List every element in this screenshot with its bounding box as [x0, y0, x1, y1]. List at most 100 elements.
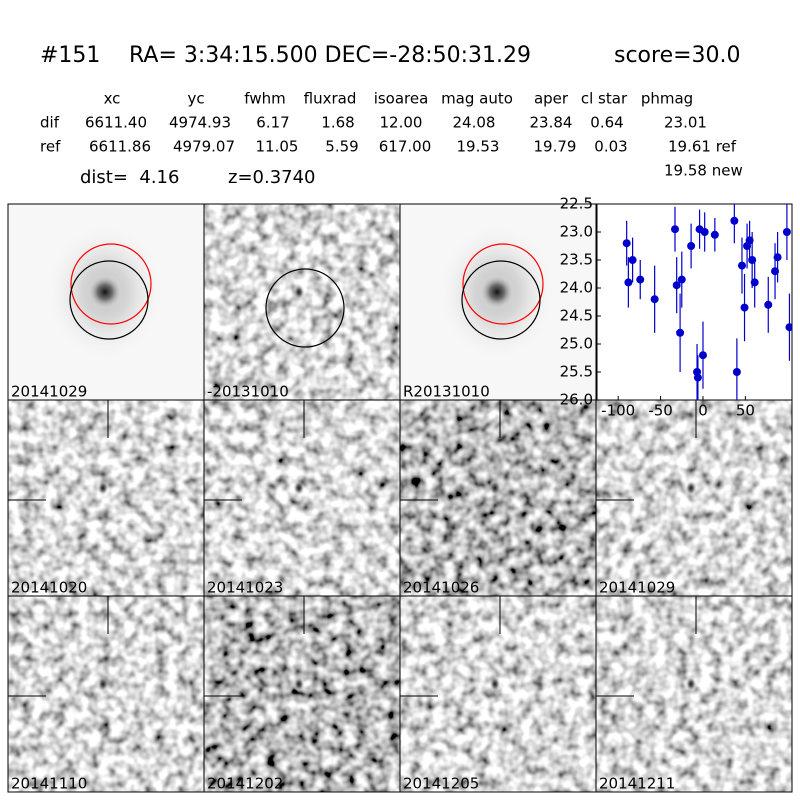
coordinates: RA= 3:34:15.500 DEC=-28:50:31.29 [129, 43, 531, 68]
candidate-id: #151 [40, 43, 100, 68]
data-point [732, 368, 741, 376]
stamp-label: 20141023 [207, 579, 283, 597]
column-header: fluxrad [304, 90, 357, 108]
stamp: R20131010 [399, 203, 597, 401]
stamp-label: 20141205 [403, 775, 479, 793]
table-note: 19.58 new [664, 162, 743, 180]
stamp-label: 20141029 [599, 579, 675, 597]
stamp-label: 20141211 [599, 775, 675, 793]
y-tick-label: 23.5 [560, 251, 593, 269]
table-cell: 6611.40 [85, 114, 147, 132]
table-cell: 19.79 [534, 138, 577, 156]
table-cell: 6611.86 [89, 138, 151, 156]
stamp: -20131010 [203, 203, 401, 401]
stamp-image [204, 204, 400, 400]
stamp: 20141026 [399, 399, 597, 597]
stamp-label: 20141026 [403, 579, 479, 597]
table-cell: 1.68 [321, 114, 354, 132]
data-point [750, 278, 759, 287]
table-cell: 19.61 ref [668, 138, 737, 156]
stamp: 20141020 [7, 399, 205, 597]
source [293, 480, 305, 496]
source [97, 480, 109, 496]
stamp: 20141110 [7, 595, 205, 793]
stamp-image [8, 596, 204, 792]
data-point [672, 281, 681, 290]
row-label: ref [40, 138, 61, 156]
data-point [740, 303, 749, 312]
stamp-image [204, 596, 400, 792]
score: score=30.0 [614, 43, 741, 68]
source [685, 676, 697, 692]
y-tick-label: 26.0 [560, 391, 593, 409]
light-curve [622, 204, 792, 400]
column-header: mag auto [441, 90, 513, 108]
data-point [773, 253, 782, 262]
aperture-circle [69, 260, 149, 340]
table-cell: 617.00 [379, 138, 432, 156]
data-point [671, 225, 679, 234]
stamp-image [8, 400, 204, 596]
column-header: phmag [641, 90, 693, 108]
y-tick-label: 25.0 [560, 335, 593, 353]
y-tick-label: 25.5 [560, 363, 593, 381]
stamp-image [204, 400, 400, 596]
column-header: yc [187, 90, 204, 108]
table-cell: 0.64 [590, 114, 623, 132]
stamp-label: 20141020 [11, 579, 87, 597]
data-point [698, 351, 707, 360]
stamp-label: 20141202 [207, 775, 283, 793]
x-tick-label: -50 [648, 402, 673, 420]
x-tick-label: 50 [736, 402, 755, 420]
column-header: isoarea [374, 90, 429, 108]
table-cell: 4979.07 [173, 138, 235, 156]
y-tick-label: 23.0 [560, 223, 593, 241]
data-point [730, 216, 739, 225]
data-point [687, 242, 696, 250]
table-cell: 5.59 [325, 138, 358, 156]
table-cell: 0.03 [594, 138, 627, 156]
column-header: cl star [581, 90, 628, 108]
data-point [636, 275, 645, 284]
stamp-image [596, 400, 792, 596]
stamp-label: 20141029 [11, 383, 87, 401]
data-point [693, 373, 702, 382]
data-point [622, 239, 631, 248]
data-point [764, 300, 773, 309]
redshift: z=0.3740 [228, 167, 316, 188]
stamp: 20141029 [595, 399, 793, 597]
source [293, 284, 305, 300]
plot-area [596, 203, 793, 401]
table-cell: 24.08 [453, 114, 496, 132]
data-point [677, 275, 686, 284]
table-cell: 23.84 [530, 114, 573, 132]
data-point [624, 278, 633, 287]
source [489, 480, 501, 496]
stamp-label: R20131010 [403, 383, 490, 401]
data-point [700, 228, 709, 236]
stamp: 20141202 [203, 595, 401, 793]
ref-circle [462, 243, 544, 325]
data-point [628, 256, 637, 264]
x-tick-label: 0 [698, 402, 708, 420]
stamp-label: -20131010 [207, 383, 289, 401]
row-label: dif [40, 114, 60, 132]
column-header: fwhm [244, 90, 285, 108]
table-cell: 12.00 [380, 114, 423, 132]
table-cell: 4974.93 [169, 114, 231, 132]
table-cell: 19.53 [457, 138, 500, 156]
data-point [650, 295, 659, 304]
galaxy-core [87, 274, 123, 310]
stamp-image [596, 596, 792, 792]
stamp-frame [595, 595, 793, 793]
dist: dist= 4.16 [80, 167, 179, 188]
aperture-circle [461, 260, 541, 340]
table-cell: 11.05 [256, 138, 299, 156]
x-tick-label: -100 [601, 402, 635, 420]
data-point [782, 228, 791, 236]
data-point [710, 230, 719, 239]
ref-circle [70, 243, 152, 325]
data-point [737, 261, 746, 270]
galaxy-core [479, 274, 515, 310]
